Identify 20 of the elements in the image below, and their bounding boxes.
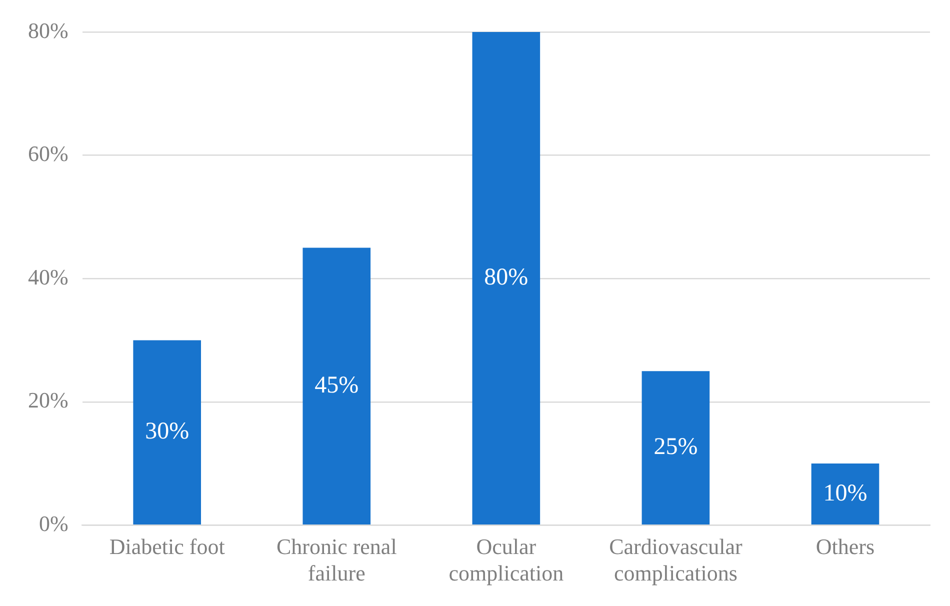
data-label: 45% bbox=[314, 372, 359, 398]
bar bbox=[811, 464, 880, 525]
x-tick-label: Diabetic foot bbox=[109, 534, 225, 560]
bar bbox=[133, 340, 201, 525]
y-tick-label: 80% bbox=[28, 18, 68, 43]
x-tick-label: Ocular complication bbox=[448, 534, 564, 586]
data-label: 25% bbox=[654, 434, 698, 460]
y-tick-label: 0% bbox=[39, 510, 68, 536]
x-tick-label: Others bbox=[816, 534, 875, 560]
data-label: 30% bbox=[145, 418, 190, 445]
y-tick-label: 20% bbox=[28, 388, 68, 413]
data-label: 10% bbox=[823, 480, 868, 506]
x-tick-label: Cardiovascular complications bbox=[609, 534, 743, 586]
bar bbox=[472, 32, 540, 525]
data-label: 80% bbox=[484, 264, 528, 291]
bar bbox=[302, 248, 371, 525]
y-tick-label: 40% bbox=[28, 264, 68, 290]
bar bbox=[642, 371, 710, 525]
x-tick-label: Chronic renal failure bbox=[276, 534, 397, 586]
y-tick-label: 60% bbox=[28, 141, 68, 166]
